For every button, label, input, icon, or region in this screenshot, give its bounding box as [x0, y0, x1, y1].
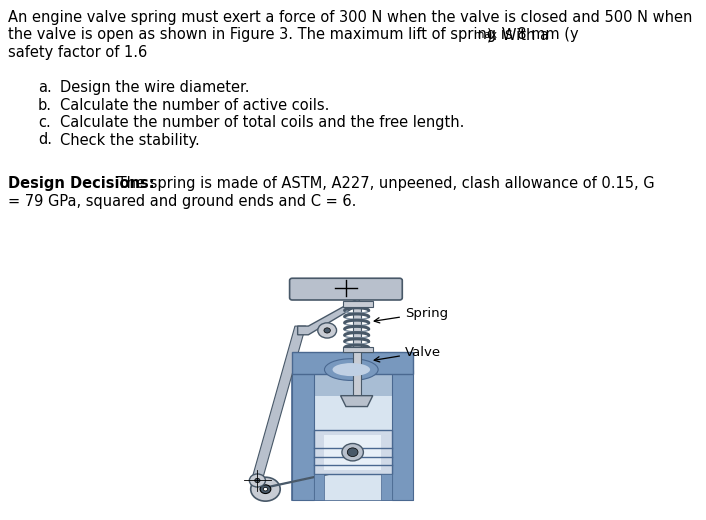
Polygon shape — [352, 302, 361, 396]
FancyBboxPatch shape — [313, 431, 392, 474]
Text: Calculate the number of total coils and the free length.: Calculate the number of total coils and … — [60, 115, 465, 130]
Polygon shape — [292, 370, 413, 500]
Text: The spring is made of ASTM, A227, unpeened, clash allowance of 0.15, G: The spring is made of ASTM, A227, unpeen… — [113, 176, 654, 191]
Text: safety factor of 1.6: safety factor of 1.6 — [8, 45, 148, 60]
Polygon shape — [298, 298, 359, 335]
Ellipse shape — [333, 363, 370, 376]
Circle shape — [347, 448, 358, 457]
Text: the valve is open as shown in Figure 3. The maximum lift of spring is 8 mm (y: the valve is open as shown in Figure 3. … — [8, 28, 579, 43]
Text: Calculate the number of active coils.: Calculate the number of active coils. — [60, 98, 330, 112]
Text: Figure 3: Figure 3 — [324, 481, 382, 496]
Text: Spring: Spring — [374, 307, 448, 323]
Text: Valve: Valve — [374, 346, 441, 362]
Circle shape — [260, 485, 271, 493]
Text: max: max — [474, 30, 497, 40]
Polygon shape — [292, 370, 313, 500]
Text: = 79 GPa, squared and ground ends and C = 6.: = 79 GPa, squared and ground ends and C … — [8, 194, 357, 209]
Circle shape — [349, 449, 357, 456]
Text: ). With a: ). With a — [487, 28, 549, 43]
Text: Design Decisions:: Design Decisions: — [8, 176, 155, 191]
Text: b.: b. — [38, 98, 52, 112]
Text: Design the wire diameter.: Design the wire diameter. — [60, 80, 249, 95]
Polygon shape — [292, 352, 413, 374]
Text: An engine valve spring must exert a force of 300 N when the valve is closed and : An engine valve spring must exert a forc… — [8, 10, 693, 25]
Ellipse shape — [325, 359, 378, 381]
Circle shape — [263, 487, 268, 491]
Circle shape — [324, 328, 330, 333]
Polygon shape — [340, 396, 373, 407]
FancyBboxPatch shape — [289, 278, 402, 300]
Polygon shape — [325, 435, 381, 470]
Text: c.: c. — [38, 115, 51, 130]
Polygon shape — [265, 470, 352, 487]
Circle shape — [342, 444, 364, 461]
Text: a.: a. — [38, 80, 52, 95]
FancyBboxPatch shape — [343, 347, 373, 352]
FancyBboxPatch shape — [343, 301, 373, 306]
Circle shape — [249, 474, 265, 487]
Text: Check the stability.: Check the stability. — [60, 133, 200, 148]
Text: d.: d. — [38, 133, 52, 148]
Polygon shape — [392, 370, 413, 500]
Circle shape — [318, 323, 337, 338]
Circle shape — [251, 477, 280, 501]
Polygon shape — [381, 474, 392, 500]
Circle shape — [255, 478, 260, 483]
Polygon shape — [313, 474, 325, 500]
Polygon shape — [313, 396, 392, 500]
Polygon shape — [252, 326, 306, 478]
